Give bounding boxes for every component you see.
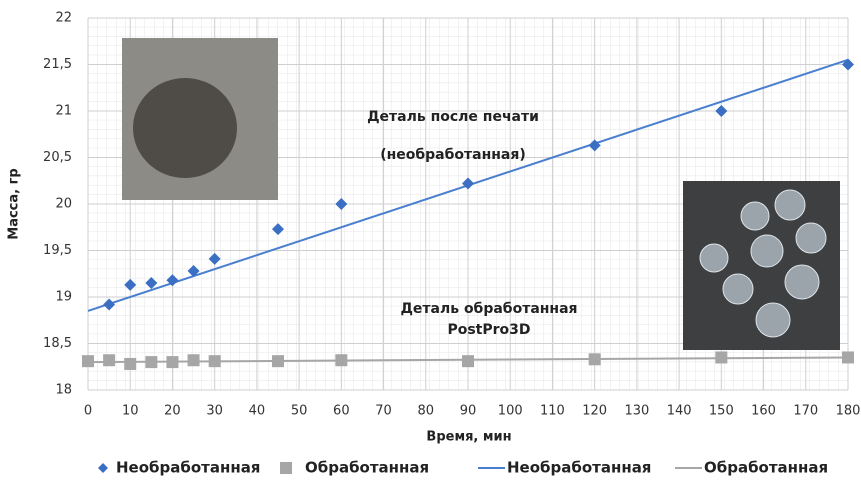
data-point [145,356,158,369]
y-tick-label: 18 [55,383,72,398]
legend-label: Обработанная [704,459,828,477]
x-tick-label: 140 [667,404,692,419]
data-point [588,353,601,366]
data-point [124,357,137,370]
data-point [166,356,179,369]
legend-marker [98,463,108,473]
data-point [166,274,179,287]
x-axis-label: Время, мин [426,430,511,445]
y-tick-label: 18,5 [43,336,72,351]
y-tick-label: 21 [55,104,72,119]
data-point [272,355,284,368]
x-tick-label: 90 [460,404,477,419]
data-point [187,264,200,277]
annotation: (необработанная) [380,147,526,163]
y-tick-label: 21,5 [43,57,72,72]
x-tick-label: 160 [751,404,776,419]
x-tick-label: 10 [122,404,139,419]
data-point [272,223,284,236]
x-tick-label: 100 [498,404,523,419]
annotation: Деталь после печати [367,109,539,125]
x-tick-label: 80 [418,404,435,419]
x-tick-label: 150 [709,404,734,419]
legend-marker [280,462,292,474]
data-point [462,177,474,190]
data-point [588,139,601,152]
data-point [124,278,137,291]
photo-stain [133,78,237,178]
data-point [335,198,348,210]
data-point [715,105,728,117]
annotation: PostPro3D [447,322,530,338]
y-tick-label: 19,5 [43,243,72,258]
data-point [103,354,116,367]
data-point [715,351,728,364]
x-tick-label: 0 [84,404,92,419]
y-tick-label: 19 [55,290,72,305]
annotation: Деталь обработанная [400,301,577,317]
legend-label: Необработанная [116,459,260,477]
y-tick-label: 20,5 [43,150,72,165]
data-point [103,298,116,311]
data-point [145,277,158,290]
x-tick-label: 130 [624,404,649,419]
x-tick-label: 170 [793,404,818,419]
data-point [208,355,221,368]
data-point [842,351,854,364]
x-tick-label: 40 [249,404,266,419]
data-point [187,354,200,367]
x-tick-label: 70 [375,404,392,419]
data-point [208,252,221,265]
x-tick-label: 120 [582,404,607,419]
x-tick-label: 50 [291,404,308,419]
x-tick-label: 110 [540,404,565,419]
y-tick-label: 22 [55,11,72,26]
x-tick-label: 180 [836,404,861,419]
y-axis-label: Масса, гр [7,168,22,239]
x-tick-label: 20 [164,404,181,419]
data-point [842,58,854,71]
x-tick-label: 30 [206,404,223,419]
legend-label: Обработанная [305,459,429,477]
legend-label: Необработанная [507,459,651,477]
x-tick-label: 60 [333,404,350,419]
data-point [82,355,94,368]
data-point [335,354,348,367]
y-tick-label: 20 [55,197,72,212]
water-drops [699,189,827,338]
data-point [462,355,474,368]
